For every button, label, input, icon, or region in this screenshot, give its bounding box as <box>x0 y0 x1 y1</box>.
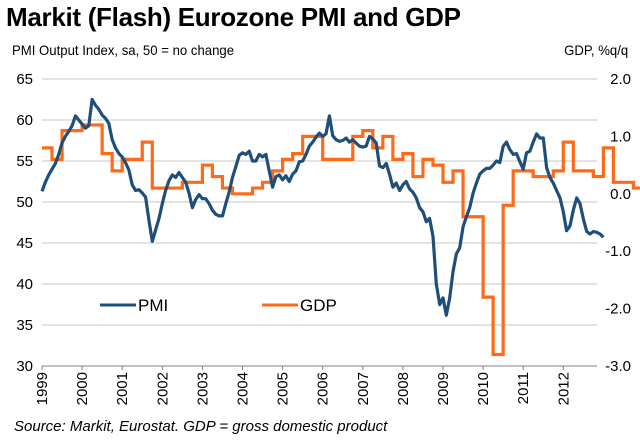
source-note: Source: Markit, Eurostat. GDP = gross do… <box>14 418 388 435</box>
x-tick-label: 2005 <box>275 372 292 405</box>
x-tick-label: 2009 <box>435 372 452 405</box>
left-axis-label: PMI Output Index, sa, 50 = no change <box>12 42 235 58</box>
x-tick-label: 2003 <box>194 372 211 405</box>
y-left-tick-label: 35 <box>16 317 33 334</box>
pmi-series-line <box>40 97 605 317</box>
x-tick-label: 1999 <box>34 372 51 405</box>
legend: PMI GDP <box>100 296 337 315</box>
x-tick-label: 2001 <box>114 372 131 405</box>
y-right-tick-label: -3.0 <box>605 358 631 375</box>
x-tick-label: 2000 <box>74 372 91 405</box>
x-axis: 1999 2000 2001 2002 2003 2004 2005 2006 2007 2008… <box>34 365 597 405</box>
x-tick-label: 2007 <box>355 372 372 405</box>
x-tick-label: 2002 <box>154 372 171 405</box>
y-left-tick-label: 45 <box>16 235 33 252</box>
left-y-axis: 65 60 55 50 45 40 35 30 <box>16 71 33 375</box>
legend-label-pmi: PMI <box>138 296 168 315</box>
y-right-tick-label: 2.0 <box>610 71 631 88</box>
y-right-tick-label: 0.0 <box>610 186 631 203</box>
y-left-tick-label: 50 <box>16 194 33 211</box>
right-y-axis: 2.0 1.0 0.0 -1.0 -2.0 -3.0 <box>605 71 631 375</box>
y-left-tick-label: 55 <box>16 153 33 170</box>
series-lines <box>40 97 640 357</box>
x-tick-label: 2011 <box>515 372 532 404</box>
y-right-tick-label: -2.0 <box>605 301 631 318</box>
y-left-tick-label: 30 <box>16 358 33 375</box>
x-tick-label: 2010 <box>475 372 492 405</box>
y-left-tick-label: 60 <box>16 112 33 129</box>
x-tick-label: 2012 <box>555 372 572 405</box>
chart-title: Markit (Flash) Eurozone PMI and GDP <box>6 2 461 32</box>
y-left-tick-label: 40 <box>16 276 33 293</box>
right-axis-label: GDP, %q/q <box>563 42 628 58</box>
y-right-tick-label: -1.0 <box>605 243 631 260</box>
legend-label-gdp: GDP <box>300 296 337 315</box>
x-tick-label: 2008 <box>395 372 412 405</box>
y-right-tick-label: 1.0 <box>610 128 631 145</box>
gdp-series-line <box>42 123 640 357</box>
y-left-tick-label: 65 <box>16 71 33 88</box>
x-tick-label: 2006 <box>315 372 332 405</box>
x-tick-label: 2004 <box>235 372 252 405</box>
